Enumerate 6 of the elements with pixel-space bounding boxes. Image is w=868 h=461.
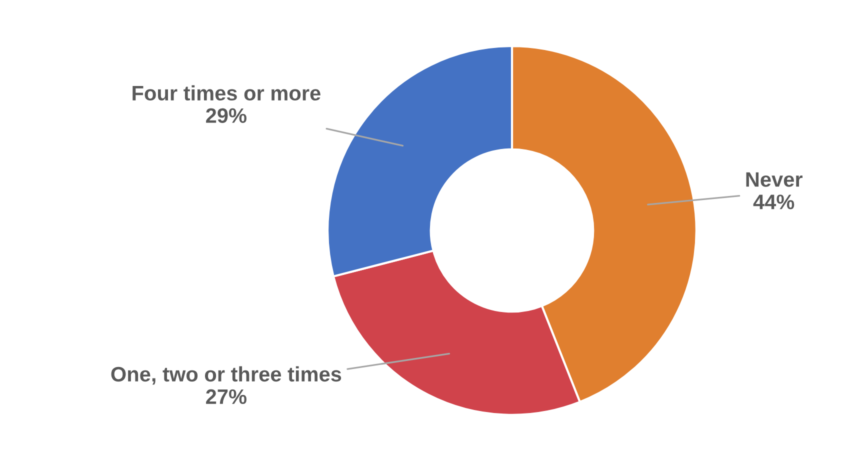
data-label: 29% (206, 108, 246, 123)
slice-label: Four times or more (132, 85, 320, 101)
slice-label: Never (746, 172, 802, 187)
data-label: 44% (753, 194, 794, 210)
slice-label: One, two or three times (111, 366, 342, 385)
data-label: 27% (206, 389, 246, 404)
